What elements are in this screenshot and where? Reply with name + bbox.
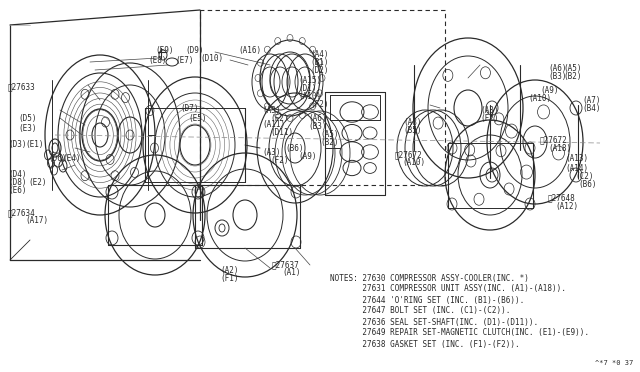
Text: (A17): (A17) (25, 217, 48, 225)
Text: (A7): (A7) (582, 96, 600, 105)
Text: (B6): (B6) (578, 180, 596, 189)
Text: ※27648: ※27648 (548, 193, 576, 202)
Text: (B5): (B5) (403, 125, 422, 135)
Text: (F2): (F2) (310, 99, 328, 109)
Text: (C2): (C2) (575, 171, 593, 180)
Text: (B4): (B4) (582, 103, 600, 112)
Text: (E6): (E6) (8, 186, 26, 196)
Bar (200, 10, 445, 185)
Text: (A2): (A2) (220, 266, 239, 275)
Text: (A9): (A9) (540, 86, 559, 94)
Text: (A10): (A10) (402, 158, 425, 167)
Text: (D1): (D1) (298, 83, 317, 93)
Text: (A3): (A3) (262, 106, 280, 115)
Text: 27631 COMPRESSOR UNIT ASSY(INC. (A1)-(A18)).: 27631 COMPRESSOR UNIT ASSY(INC. (A1)-(A1… (330, 285, 566, 294)
Text: (A5): (A5) (320, 129, 339, 138)
Text: (E1): (E1) (25, 141, 44, 150)
Text: ※27633: ※27633 (8, 83, 36, 92)
Text: (A3): (A3) (480, 106, 499, 115)
Text: (B2): (B2) (563, 71, 582, 80)
Text: (A3): (A3) (262, 148, 280, 157)
Text: (D11): (D11) (270, 128, 293, 138)
Text: (D9): (D9) (185, 45, 204, 55)
Text: 27649 REPAIR SET-MAGNETIC CLUTCH(INC. (E1)-(E9)).: 27649 REPAIR SET-MAGNETIC CLUTCH(INC. (E… (330, 328, 589, 337)
Text: 27644 'O'RING SET (INC. (B1)-(B6)).: 27644 'O'RING SET (INC. (B1)-(B6)). (330, 295, 524, 305)
Text: (A11): (A11) (262, 121, 285, 129)
Text: (A6): (A6) (548, 64, 566, 73)
Text: 27647 BOLT SET (INC. (C1)-(C2)).: 27647 BOLT SET (INC. (C1)-(C2)). (330, 307, 510, 315)
Text: (F2): (F2) (480, 113, 499, 122)
Text: (B2): (B2) (320, 138, 339, 147)
Text: (D7): (D7) (180, 103, 198, 112)
Text: 27638 GASKET SET (INC. (F1)-(F2)).: 27638 GASKET SET (INC. (F1)-(F2)). (330, 340, 520, 349)
Text: (E8): (E8) (148, 55, 166, 64)
Text: (E4): (E4) (62, 154, 81, 163)
Text: (A10): (A10) (298, 92, 321, 100)
Text: (D5): (D5) (18, 113, 36, 122)
Text: (D10): (D10) (200, 54, 223, 62)
Text: (F2): (F2) (270, 155, 289, 164)
Text: ^*7 *0 37: ^*7 *0 37 (595, 360, 633, 366)
Text: (B3): (B3) (308, 122, 326, 131)
Text: (A1): (A1) (282, 269, 301, 278)
Text: (D3): (D3) (8, 141, 26, 150)
Text: 27636 SEAL SET-SHAFT(INC. (D1)-(D11)).: 27636 SEAL SET-SHAFT(INC. (D1)-(D11)). (330, 317, 538, 327)
Text: (F2): (F2) (270, 113, 289, 122)
Text: (A8): (A8) (403, 118, 422, 126)
Text: NOTES: 27630 COMPRESSOR ASSY-COOLER(INC. *): NOTES: 27630 COMPRESSOR ASSY-COOLER(INC.… (330, 273, 529, 282)
Text: (B6): (B6) (285, 144, 303, 153)
Text: ※27672: ※27672 (395, 151, 423, 160)
Text: ※27637: ※27637 (272, 260, 300, 269)
Text: (B3): (B3) (548, 71, 566, 80)
Text: ※27672: ※27672 (540, 135, 568, 144)
Text: (A6): (A6) (308, 113, 326, 122)
Text: (E2): (E2) (28, 179, 47, 187)
Text: (A13): (A13) (565, 154, 588, 163)
Text: (E9): (E9) (155, 45, 173, 55)
Text: (B1): (B1) (310, 58, 328, 67)
Text: (E3): (E3) (18, 124, 36, 132)
Text: (F1): (F1) (220, 273, 239, 282)
Text: (A5): (A5) (563, 64, 582, 73)
Text: (A15): (A15) (298, 76, 321, 84)
Text: ※27634: ※27634 (8, 208, 36, 218)
Text: (A9): (A9) (298, 151, 317, 160)
Text: (D2): (D2) (310, 67, 328, 76)
Text: (A16): (A16) (238, 45, 261, 55)
Text: (A18): (A18) (548, 144, 571, 153)
Text: (D8): (D8) (8, 179, 26, 187)
Text: (A10): (A10) (528, 93, 551, 103)
Text: (E5): (E5) (188, 113, 207, 122)
Text: (E7): (E7) (175, 55, 193, 64)
Text: (A12): (A12) (555, 202, 578, 211)
Text: (D6): (D6) (48, 154, 67, 163)
Text: (A14): (A14) (565, 164, 588, 173)
Text: (D4): (D4) (8, 170, 26, 180)
Text: (A4): (A4) (310, 51, 328, 60)
